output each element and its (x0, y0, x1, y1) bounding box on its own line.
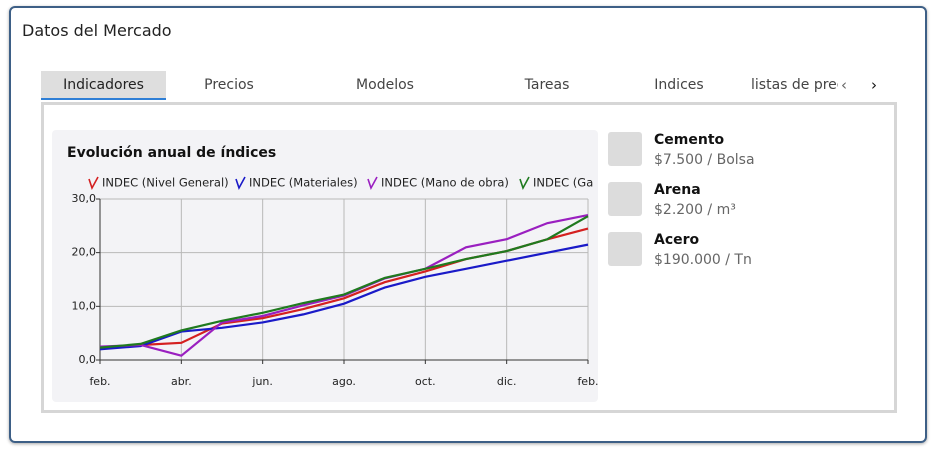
legend-label: INDEC (Nivel General) (102, 176, 229, 190)
tab-scroll-right[interactable]: › (871, 76, 877, 94)
product-icon (608, 182, 642, 216)
product-name: Acero (654, 232, 700, 248)
tab-scroll-left[interactable]: ‹ (841, 76, 847, 94)
y-tick-label: 0,0 (79, 353, 97, 366)
x-tick-label: feb. (577, 375, 598, 388)
tab[interactable]: Indices (654, 77, 704, 93)
chart-title: Evolución anual de índices (67, 145, 276, 161)
tab-content (41, 102, 897, 413)
product-icon (608, 232, 642, 266)
tab[interactable]: Precios (204, 77, 254, 93)
product-icon (608, 132, 642, 166)
tab[interactable]: Modelos (356, 77, 414, 93)
x-tick-label: ago. (332, 375, 356, 388)
legend-marker (367, 176, 378, 190)
product-name: Arena (654, 182, 701, 198)
x-tick-label: dic. (497, 375, 517, 388)
legend-label: INDEC (Ga (533, 176, 593, 190)
y-tick-label: 10,0 (72, 299, 97, 312)
product-price: $2.200 / m³ (654, 202, 736, 218)
tab[interactable]: listas de prec (751, 77, 838, 93)
product-name: Cemento (654, 132, 725, 148)
x-tick-label: jun. (251, 375, 273, 388)
legend-label: INDEC (Mano de obra) (381, 176, 509, 190)
legend-marker (235, 176, 246, 190)
x-tick-label: oct. (415, 375, 436, 388)
card-title: Datos del Mercado (22, 21, 172, 40)
x-tick-label: feb. (89, 375, 110, 388)
x-tick-label: abr. (171, 375, 192, 388)
product-price: $190.000 / Tn (654, 252, 752, 268)
tab[interactable]: Indicadores (41, 71, 166, 100)
card (9, 6, 927, 443)
tab[interactable]: Tareas (524, 77, 570, 93)
chart: Evolución anual de índices 0,0 10,0 20,0 30… (67, 145, 598, 388)
y-tick-label: 30,0 (72, 192, 97, 205)
legend-marker (519, 176, 530, 190)
product-price: $7.500 / Bolsa (654, 152, 755, 168)
chart-panel: Evolución anual de índices 0,0 10,0 20,0 30… (52, 130, 598, 402)
y-tick-label: 20,0 (72, 246, 97, 259)
legend-marker (88, 176, 99, 190)
series-line (99, 215, 589, 349)
legend-label: INDEC (Materiales) (249, 176, 358, 190)
